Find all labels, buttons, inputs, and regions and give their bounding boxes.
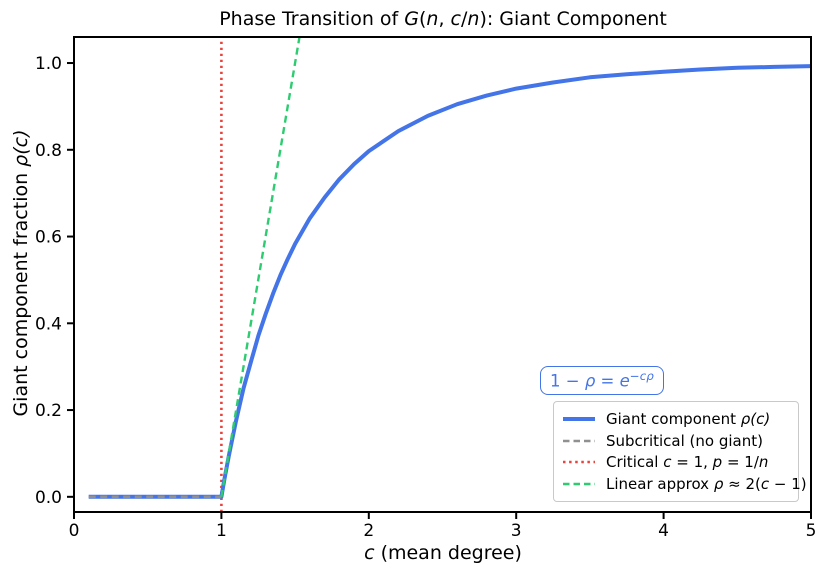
giant-component-curve [88, 64, 811, 499]
y-tick-label: 0.6 [35, 228, 62, 248]
x-axis-label: c (mean degree) [364, 542, 522, 564]
y-tick-label: 0.4 [35, 314, 62, 334]
x-tick-label: 1 [216, 521, 227, 541]
x-tick-label: 2 [363, 521, 374, 541]
axes-spines [73, 36, 812, 513]
legend-sample-line [563, 461, 595, 464]
x-tick-label: 5 [806, 521, 817, 541]
legend-sample-line [563, 416, 595, 421]
y-tick-label: 0.2 [35, 401, 62, 421]
chart-title: Phase Transition of G(n, c/n): Giant Com… [219, 8, 667, 30]
x-tick-label: 0 [69, 521, 80, 541]
linear-approx-line [220, 37, 301, 498]
legend-item-label: Linear approx ρ ≈ 2(c − 1) [606, 475, 807, 494]
legend-item: Critical c = 1, p = 1/n [562, 452, 790, 474]
y-tick-label: 1.0 [35, 54, 62, 74]
equation-annotation-box: 1 − ρ = e−cρ [540, 366, 664, 395]
legend-item: Giant component ρ(c) [562, 408, 790, 430]
legend-item: Linear approx ρ ≈ 2(c − 1) [562, 473, 807, 495]
y-tick-label: 0.8 [35, 141, 62, 161]
legend-item-label: Subcritical (no giant) [606, 431, 763, 450]
x-tick-label: 3 [511, 521, 522, 541]
legend-sample-line [563, 439, 595, 442]
legend-item-label: Giant component ρ(c) [606, 409, 771, 428]
y-tick-label: 0.0 [35, 488, 62, 508]
legend: Giant component ρ(c) Subcritical (no gian… [553, 401, 807, 502]
legend-sample-line [563, 482, 595, 486]
legend-item-label: Critical c = 1, p = 1/n [606, 453, 769, 472]
legend-item: Subcritical (no giant) [562, 430, 790, 452]
x-tick-label: 4 [658, 521, 669, 541]
